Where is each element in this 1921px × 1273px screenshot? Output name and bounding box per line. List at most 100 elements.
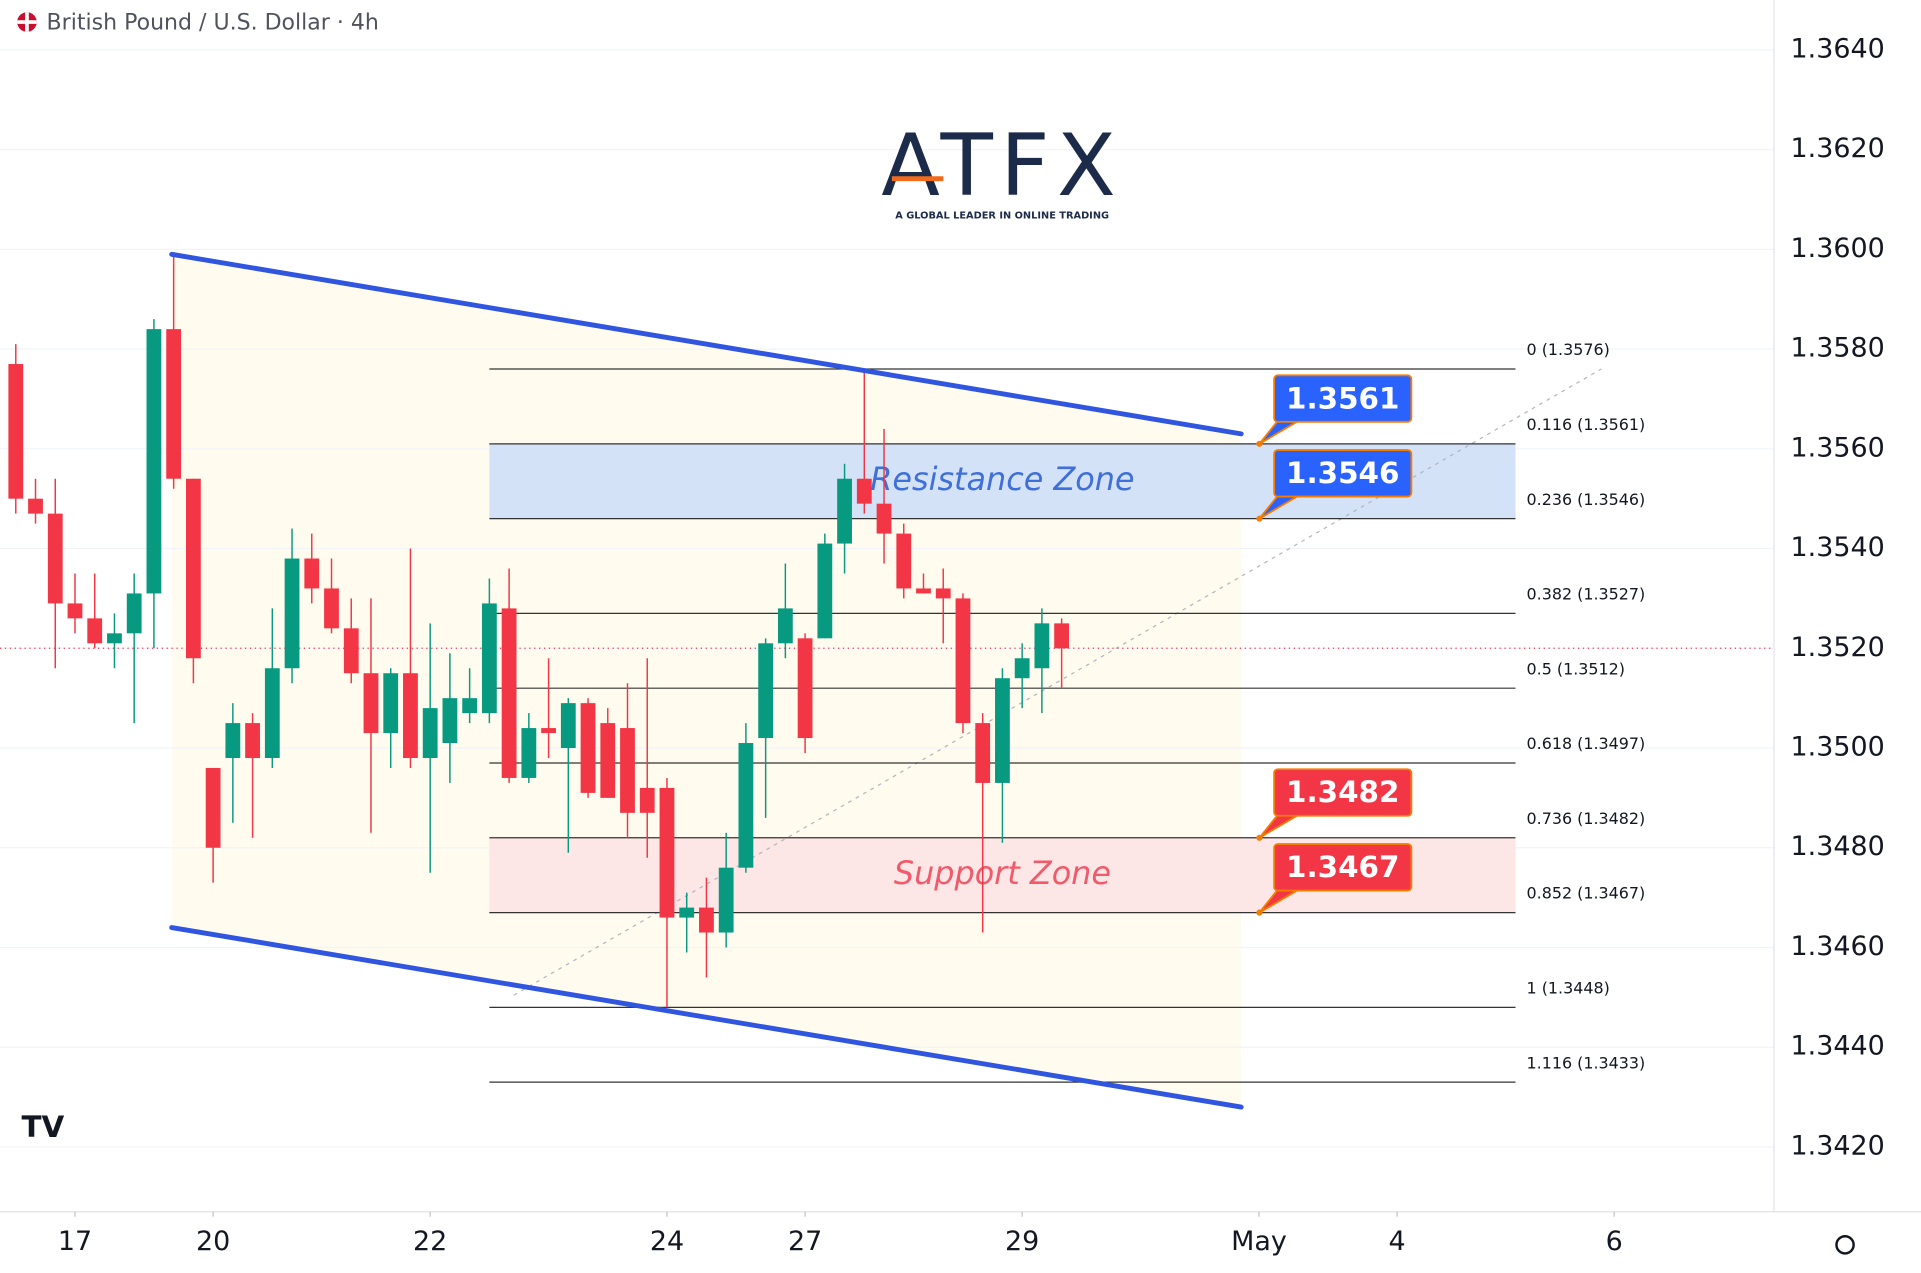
candle-body bbox=[817, 543, 833, 639]
settings-icon[interactable] bbox=[1835, 1235, 1855, 1255]
candle-body bbox=[126, 593, 142, 634]
candle-body bbox=[501, 608, 517, 778]
callout-box bbox=[1273, 843, 1413, 892]
candle-body bbox=[166, 329, 182, 479]
callout-label: 1.3546 bbox=[1286, 456, 1399, 490]
fib-label: 0.382 (1.3527) bbox=[1527, 585, 1646, 604]
candle-body bbox=[304, 558, 320, 589]
y-tick-label: 1.3580 bbox=[1791, 333, 1885, 364]
y-tick-label: 1.3460 bbox=[1791, 931, 1885, 962]
callout-box bbox=[1273, 374, 1413, 423]
candle-body bbox=[185, 478, 201, 659]
candle-body bbox=[975, 723, 991, 783]
candle-body bbox=[659, 787, 675, 918]
candle-body bbox=[837, 478, 852, 544]
candle-body bbox=[560, 703, 576, 749]
candle-body bbox=[718, 867, 734, 933]
y-tick-label: 1.3540 bbox=[1791, 532, 1885, 563]
callout-anchor bbox=[1256, 440, 1263, 447]
fib-label: 0.236 (1.3546) bbox=[1527, 490, 1646, 509]
candle-body bbox=[777, 608, 793, 644]
candle-body bbox=[896, 533, 912, 589]
callout-label: 1.3482 bbox=[1286, 775, 1399, 809]
callout-label: 1.3467 bbox=[1286, 850, 1399, 884]
candle-body bbox=[521, 728, 537, 778]
candle-body bbox=[8, 364, 24, 499]
candle-body bbox=[363, 673, 379, 734]
x-tick-label: 24 bbox=[650, 1226, 684, 1257]
candle-body bbox=[462, 698, 478, 714]
callout-anchor bbox=[1256, 834, 1263, 841]
candle-body bbox=[1014, 658, 1030, 679]
y-tick-label: 1.3520 bbox=[1791, 632, 1885, 663]
candle-body bbox=[225, 723, 241, 758]
candle-body bbox=[699, 907, 714, 933]
candle-body bbox=[541, 728, 556, 734]
candle-body bbox=[284, 558, 300, 669]
candle-body bbox=[916, 588, 931, 594]
candle-body bbox=[955, 598, 971, 724]
channel-line bbox=[169, 925, 1244, 1110]
candle-body bbox=[245, 723, 260, 758]
y-tick-label: 1.3620 bbox=[1791, 133, 1885, 164]
callout-anchor bbox=[1256, 909, 1263, 916]
candle-body bbox=[343, 628, 359, 674]
zone-label: Resistance Zone bbox=[870, 460, 1134, 498]
candle-body bbox=[620, 728, 635, 813]
candle-body bbox=[28, 498, 43, 514]
fib-label: 0.618 (1.3497) bbox=[1527, 734, 1646, 753]
candle-body bbox=[383, 673, 399, 734]
x-tick-label: 29 bbox=[1005, 1226, 1039, 1257]
candle-body bbox=[995, 678, 1010, 783]
fib-label: 1.116 (1.3433) bbox=[1527, 1053, 1646, 1072]
fib-label: 0.736 (1.3482) bbox=[1527, 809, 1646, 828]
callout-label: 1.3561 bbox=[1286, 381, 1399, 415]
candle-body bbox=[264, 668, 280, 758]
candle-body bbox=[403, 673, 418, 758]
candle-body bbox=[580, 703, 596, 793]
x-tick-label: 6 bbox=[1606, 1226, 1623, 1257]
candle-body bbox=[639, 787, 655, 813]
candle-body bbox=[422, 708, 438, 758]
y-tick-label: 1.3600 bbox=[1791, 233, 1885, 264]
fib-label: 0 (1.3576) bbox=[1527, 340, 1610, 359]
candle-body bbox=[481, 603, 497, 714]
y-tick-label: 1.3480 bbox=[1791, 831, 1885, 862]
y-tick-label: 1.3640 bbox=[1791, 33, 1885, 64]
fib-trend bbox=[513, 368, 1602, 996]
candle-body bbox=[442, 698, 458, 744]
candle-body bbox=[205, 767, 221, 848]
candle-body bbox=[146, 329, 162, 594]
x-tick-label: 20 bbox=[196, 1226, 230, 1257]
x-tick-label: 4 bbox=[1389, 1226, 1406, 1257]
candle-body bbox=[47, 513, 63, 604]
logo: ATFX bbox=[881, 116, 1123, 216]
tv-logo: TV bbox=[21, 1110, 64, 1144]
callout-anchor bbox=[1256, 515, 1263, 522]
x-tick-label: 17 bbox=[58, 1226, 92, 1257]
callout-box bbox=[1273, 449, 1413, 498]
zone-label: Support Zone bbox=[894, 854, 1111, 892]
candle-body bbox=[107, 633, 122, 644]
candle-body bbox=[935, 588, 951, 599]
candle-body bbox=[856, 478, 872, 504]
fib-label: 0.852 (1.3467) bbox=[1527, 884, 1646, 903]
candle-body bbox=[679, 907, 695, 918]
logo-tagline: A GLOBAL LEADER IN ONLINE TRADING bbox=[895, 210, 1109, 221]
y-tick-label: 1.3560 bbox=[1791, 432, 1885, 463]
flag-cross bbox=[17, 12, 37, 32]
y-tick-label: 1.3440 bbox=[1791, 1031, 1885, 1062]
x-tick-label: 22 bbox=[413, 1226, 447, 1257]
candle-body bbox=[876, 503, 892, 534]
y-tick-label: 1.3500 bbox=[1791, 732, 1885, 763]
fib-label: 1 (1.3448) bbox=[1527, 978, 1610, 997]
fib-label: 0.116 (1.3561) bbox=[1527, 415, 1646, 434]
candle-body bbox=[600, 723, 616, 798]
callout-box bbox=[1273, 768, 1413, 817]
candle-body bbox=[758, 643, 774, 739]
chart-title: British Pound / U.S. Dollar · 4h bbox=[47, 10, 379, 35]
fib-label: 0.5 (1.3512) bbox=[1527, 659, 1625, 678]
x-tick-label: May bbox=[1231, 1226, 1287, 1257]
